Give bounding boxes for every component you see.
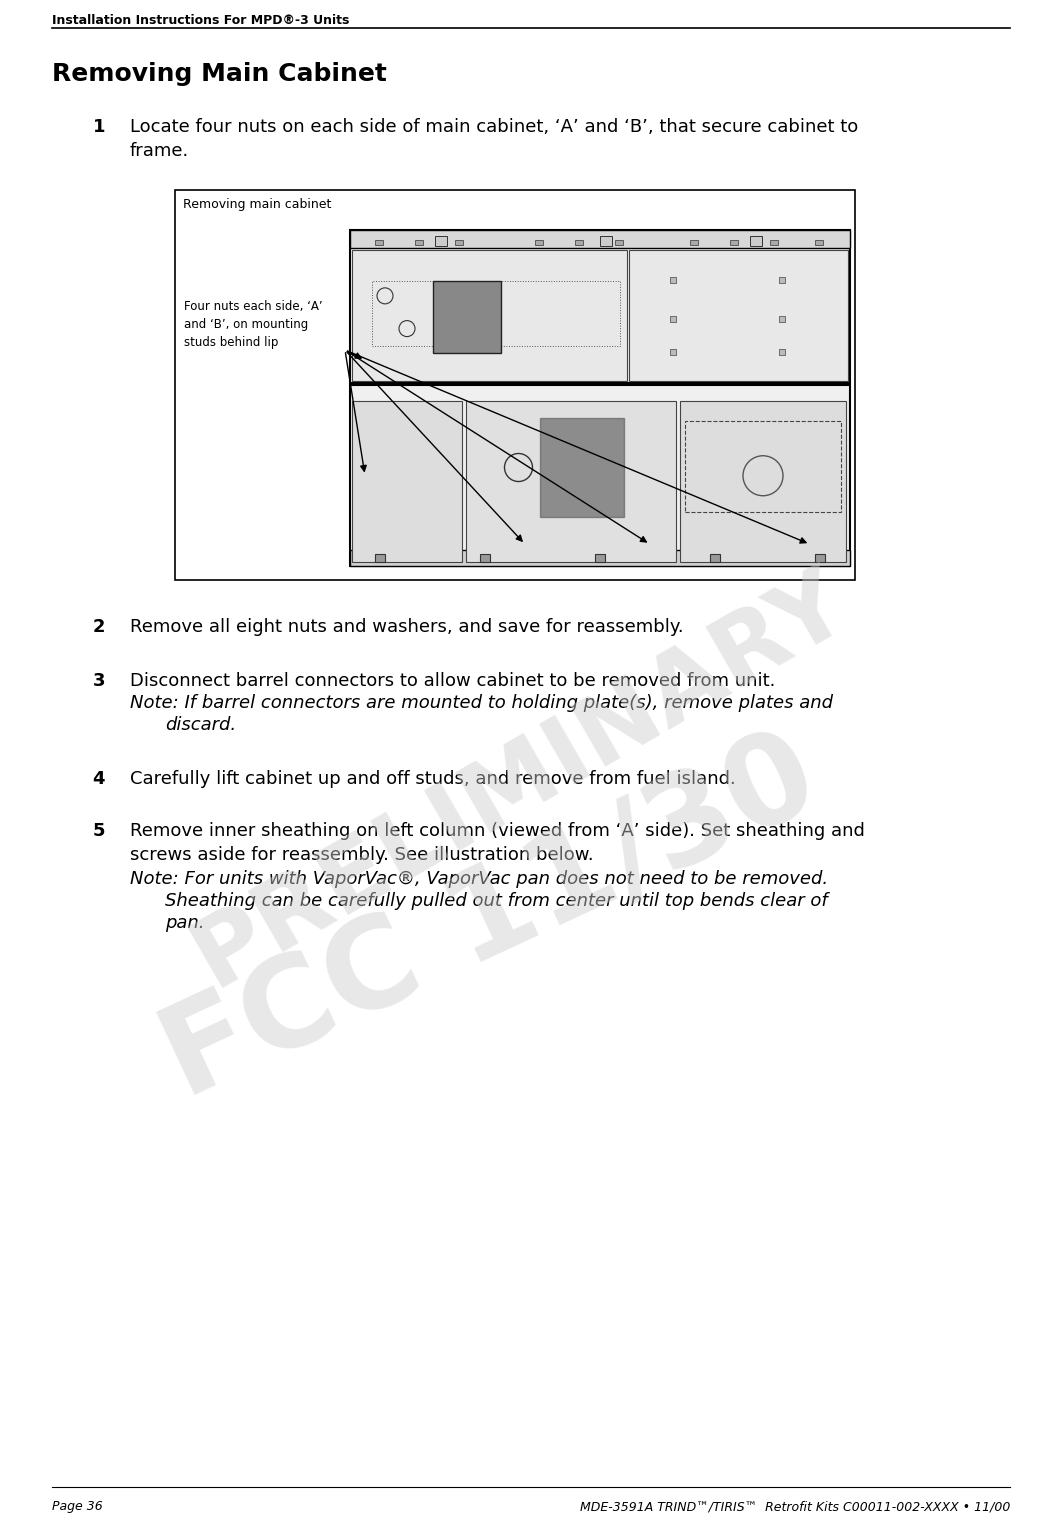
Text: Page 36: Page 36 bbox=[51, 1500, 103, 1512]
Bar bbox=[433, 281, 501, 353]
Text: MDE-3591A TRIND™/TIRIS™  Retrofit Kits C00011-002-XXXX • 11/00: MDE-3591A TRIND™/TIRIS™ Retrofit Kits C0… bbox=[579, 1500, 1010, 1512]
Polygon shape bbox=[539, 418, 623, 517]
Bar bbox=[779, 316, 785, 322]
Bar bbox=[352, 249, 627, 382]
Bar bbox=[350, 230, 850, 383]
Bar bbox=[415, 240, 423, 245]
Bar bbox=[600, 236, 612, 246]
Text: 5: 5 bbox=[92, 822, 105, 841]
Bar bbox=[176, 190, 856, 581]
Bar bbox=[710, 553, 720, 562]
Bar bbox=[595, 553, 605, 562]
Text: Removing Main Cabinet: Removing Main Cabinet bbox=[51, 62, 387, 87]
Bar bbox=[615, 240, 623, 245]
Text: 4: 4 bbox=[92, 771, 105, 787]
Bar bbox=[815, 553, 825, 562]
Bar bbox=[691, 240, 698, 245]
Bar bbox=[350, 385, 850, 565]
Bar bbox=[680, 401, 846, 562]
Text: Note: For units with VaporVac®, VaporVac pan does not need to be removed.: Note: For units with VaporVac®, VaporVac… bbox=[130, 869, 828, 888]
Text: Locate four nuts on each side of main cabinet, ‘A’ and ‘B’, that secure cabinet : Locate four nuts on each side of main ca… bbox=[130, 119, 859, 160]
Text: FCC 11/30: FCC 11/30 bbox=[144, 716, 836, 1123]
Bar bbox=[685, 421, 841, 512]
Bar bbox=[435, 236, 447, 246]
Bar bbox=[750, 236, 762, 246]
Bar bbox=[669, 277, 676, 283]
Text: pan.: pan. bbox=[165, 914, 205, 932]
Bar bbox=[455, 240, 463, 245]
Bar bbox=[375, 553, 385, 562]
Bar bbox=[352, 401, 462, 562]
Bar bbox=[375, 240, 383, 245]
Bar bbox=[779, 348, 785, 354]
Text: Carefully lift cabinet up and off studs, and remove from fuel island.: Carefully lift cabinet up and off studs,… bbox=[130, 771, 736, 787]
Bar bbox=[815, 240, 823, 245]
Bar bbox=[350, 230, 850, 248]
Text: Note: If barrel connectors are mounted to holding plate(s), remove plates and: Note: If barrel connectors are mounted t… bbox=[130, 695, 833, 711]
Text: Disconnect barrel connectors to allow cabinet to be removed from unit.: Disconnect barrel connectors to allow ca… bbox=[130, 672, 776, 690]
Text: discard.: discard. bbox=[165, 716, 236, 734]
Bar bbox=[779, 277, 785, 283]
Bar bbox=[480, 553, 490, 562]
Text: Remove all eight nuts and washers, and save for reassembly.: Remove all eight nuts and washers, and s… bbox=[130, 619, 683, 635]
Text: Sheathing can be carefully pulled out from center until top bends clear of: Sheathing can be carefully pulled out fr… bbox=[165, 892, 828, 910]
Text: 1: 1 bbox=[92, 119, 105, 135]
Bar bbox=[535, 240, 543, 245]
Text: Installation Instructions For MPD®-3 Units: Installation Instructions For MPD®-3 Uni… bbox=[51, 14, 349, 27]
Text: PRELIMINARY: PRELIMINARY bbox=[177, 555, 864, 1005]
Bar bbox=[372, 281, 619, 347]
Bar bbox=[466, 401, 676, 562]
Text: 3: 3 bbox=[92, 672, 105, 690]
Bar bbox=[669, 316, 676, 322]
Bar bbox=[770, 240, 778, 245]
Bar bbox=[730, 240, 738, 245]
Text: Four nuts each side, ‘A’
and ‘B’, on mounting
studs behind lip: Four nuts each side, ‘A’ and ‘B’, on mou… bbox=[184, 299, 323, 350]
Bar bbox=[669, 348, 676, 354]
Bar bbox=[575, 240, 583, 245]
Bar bbox=[628, 249, 848, 382]
Text: 2: 2 bbox=[92, 619, 105, 635]
Bar bbox=[350, 550, 850, 565]
Text: Remove inner sheathing on left column (viewed from ‘A’ side). Set sheathing and
: Remove inner sheathing on left column (v… bbox=[130, 822, 865, 863]
Text: Removing main cabinet: Removing main cabinet bbox=[183, 198, 331, 211]
